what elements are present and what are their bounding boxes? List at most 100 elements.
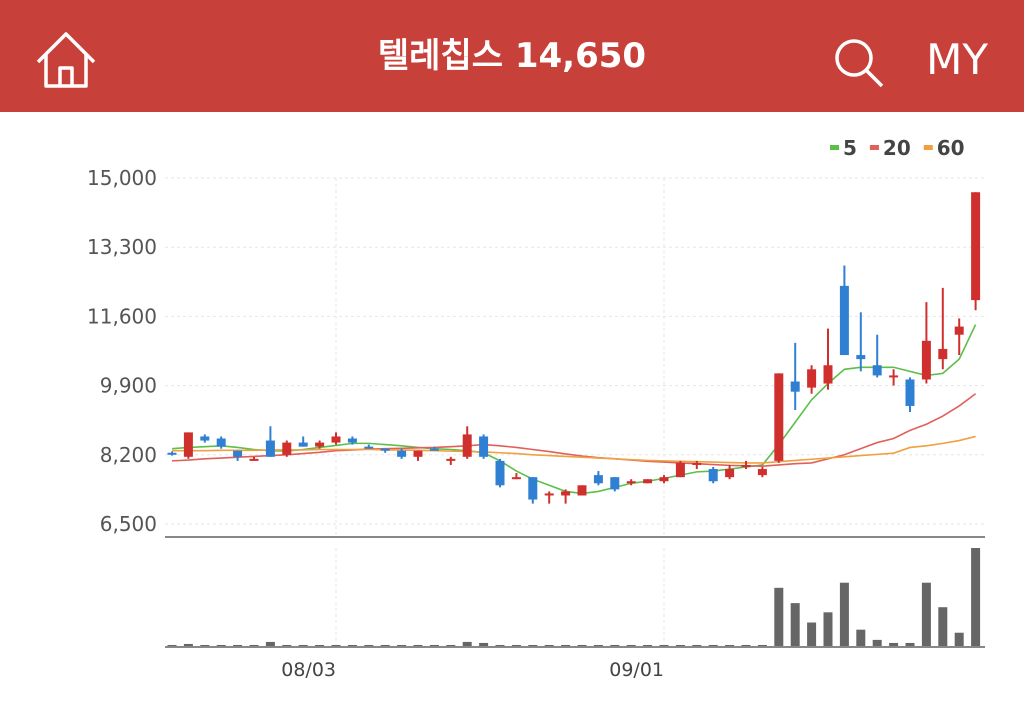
home-icon[interactable] (32, 26, 102, 96)
volume-bar (626, 644, 636, 646)
candle-body (347, 438, 357, 443)
volume-bar (249, 644, 259, 646)
my-menu[interactable]: MY (926, 35, 988, 84)
volume-bar (659, 644, 669, 646)
y-tick-label: 9,900 (100, 374, 157, 398)
volume-bar (889, 642, 899, 646)
volume-bar (380, 644, 390, 646)
candle-body (708, 469, 718, 482)
volume-bar (347, 644, 357, 646)
candle-body (872, 365, 882, 376)
volume-bar (462, 641, 472, 646)
candle-body (741, 464, 751, 467)
volume-bar (413, 644, 423, 646)
volume-bar (315, 644, 325, 646)
candle-body (889, 375, 899, 378)
candle-body (823, 365, 833, 384)
volume-bar (725, 644, 735, 646)
candle-body (249, 458, 259, 461)
volume-bar (807, 622, 817, 646)
volume-bar (856, 629, 866, 646)
candle-body (282, 442, 292, 455)
volume-bar (233, 644, 243, 646)
candle-body (462, 434, 472, 457)
candle-body (856, 355, 866, 360)
volume-bar (774, 587, 784, 646)
volume-bar (823, 612, 833, 646)
candle-body (495, 460, 505, 486)
candle-body (167, 452, 177, 455)
candle-body (757, 469, 767, 476)
volume-bar (544, 644, 554, 646)
candle-body (954, 326, 964, 335)
x-tick-label: 09/01 (609, 659, 664, 681)
candle-body (675, 462, 685, 478)
y-tick-label: 8,200 (100, 443, 157, 467)
volume-bar (643, 644, 653, 646)
legend-swatch (869, 145, 879, 150)
candle-body (429, 448, 439, 451)
volume-bar (216, 644, 226, 646)
volume-bar (429, 644, 439, 646)
candle-body (200, 436, 210, 441)
candle-body (938, 348, 948, 360)
volume-bar (675, 644, 685, 646)
moving-average-line (171, 324, 977, 495)
candle-body (315, 442, 325, 447)
y-tick-label: 13,300 (87, 235, 157, 259)
candle-body (183, 432, 193, 457)
search-icon[interactable] (832, 36, 888, 92)
volume-bar (397, 644, 407, 646)
volume-bar (495, 644, 505, 646)
legend-swatch (923, 145, 933, 150)
candle-body (265, 440, 275, 457)
volume-bar (790, 603, 800, 646)
candle-body (397, 450, 407, 457)
candle-body (610, 477, 620, 490)
candle-body (577, 485, 587, 496)
legend-label: 60 (937, 136, 965, 160)
candle-body (561, 491, 571, 496)
volume-bar (610, 644, 620, 646)
volume-bar (971, 548, 981, 646)
app-header: 텔레칩스 14,650 MY (0, 0, 1024, 112)
candle-body (380, 448, 390, 451)
volume-bar (593, 644, 603, 646)
candle-body (298, 442, 308, 447)
volume-bar (938, 607, 948, 646)
candle-body (479, 436, 489, 457)
volume-bar (298, 644, 308, 646)
candle-body (643, 479, 653, 484)
x-tick-label: 08/03 (281, 659, 336, 681)
candle-body (839, 285, 849, 356)
candle-body (446, 458, 456, 461)
volume-bar (872, 639, 882, 646)
volume-bar (905, 642, 915, 646)
header-title: 텔레칩스 14,650 (377, 36, 647, 76)
candle-body (544, 493, 554, 496)
y-tick-label: 6,500 (100, 512, 157, 536)
volume-bar (921, 582, 931, 646)
volume-bar (282, 644, 292, 646)
candle-body (921, 340, 931, 380)
volume-bar (265, 641, 275, 646)
volume-bar (577, 644, 587, 646)
volume-bar (692, 644, 702, 646)
candle-body (331, 436, 341, 443)
candle-body (659, 477, 669, 482)
volume-bar (183, 643, 193, 646)
legend-label: 20 (883, 136, 911, 160)
y-tick-label: 15,000 (87, 166, 157, 190)
volume-bar (528, 644, 538, 646)
candle-body (593, 475, 603, 484)
stock-chart: 6,500 8,200 9,900 11,600 13,300 15,000 08/03 09… (87, 136, 985, 681)
volume-bar (839, 582, 849, 646)
volume-bar (479, 642, 489, 646)
candle-body (905, 379, 915, 406)
volume-bar (954, 632, 964, 646)
volume-bar (708, 644, 718, 646)
candle-body (511, 477, 521, 480)
moving-average-line (171, 393, 977, 467)
